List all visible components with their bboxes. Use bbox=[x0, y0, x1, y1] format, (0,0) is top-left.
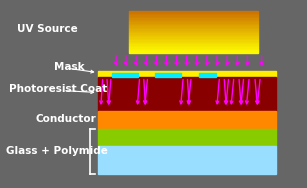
Bar bbox=[129, 51, 258, 53]
Bar bbox=[129, 17, 258, 18]
Bar bbox=[155, 73, 181, 77]
Bar bbox=[129, 13, 258, 14]
Bar bbox=[129, 14, 258, 15]
Bar bbox=[112, 73, 138, 77]
Bar bbox=[129, 28, 258, 29]
Bar bbox=[129, 39, 258, 40]
Bar bbox=[129, 36, 258, 37]
Bar bbox=[129, 32, 258, 33]
Bar bbox=[129, 25, 258, 27]
Bar bbox=[129, 29, 258, 31]
Bar bbox=[129, 22, 258, 24]
Bar bbox=[129, 21, 258, 22]
Bar bbox=[129, 31, 258, 32]
Text: Conductor: Conductor bbox=[35, 114, 96, 124]
Bar bbox=[129, 46, 258, 47]
Text: Glass + Polymide: Glass + Polymide bbox=[6, 146, 107, 156]
Bar bbox=[129, 40, 258, 42]
Bar bbox=[129, 47, 258, 49]
Bar bbox=[129, 44, 258, 46]
Bar bbox=[129, 50, 258, 51]
Bar bbox=[129, 11, 258, 13]
Bar bbox=[98, 70, 276, 77]
Text: UV Source: UV Source bbox=[17, 24, 78, 34]
Bar bbox=[199, 73, 216, 77]
Bar bbox=[129, 24, 258, 25]
Bar bbox=[129, 35, 258, 36]
Bar bbox=[129, 20, 258, 21]
Bar bbox=[129, 33, 258, 35]
Bar bbox=[129, 42, 258, 43]
Bar bbox=[129, 18, 258, 20]
Bar bbox=[129, 37, 258, 39]
Bar bbox=[98, 146, 276, 174]
Bar bbox=[98, 129, 276, 146]
Bar bbox=[129, 49, 258, 50]
Text: Photoresist Coat: Photoresist Coat bbox=[9, 84, 107, 94]
Bar bbox=[98, 111, 276, 129]
Text: Mask: Mask bbox=[54, 62, 84, 72]
Bar bbox=[129, 27, 258, 28]
Bar bbox=[129, 15, 258, 17]
Bar bbox=[98, 77, 276, 111]
Bar bbox=[129, 43, 258, 44]
